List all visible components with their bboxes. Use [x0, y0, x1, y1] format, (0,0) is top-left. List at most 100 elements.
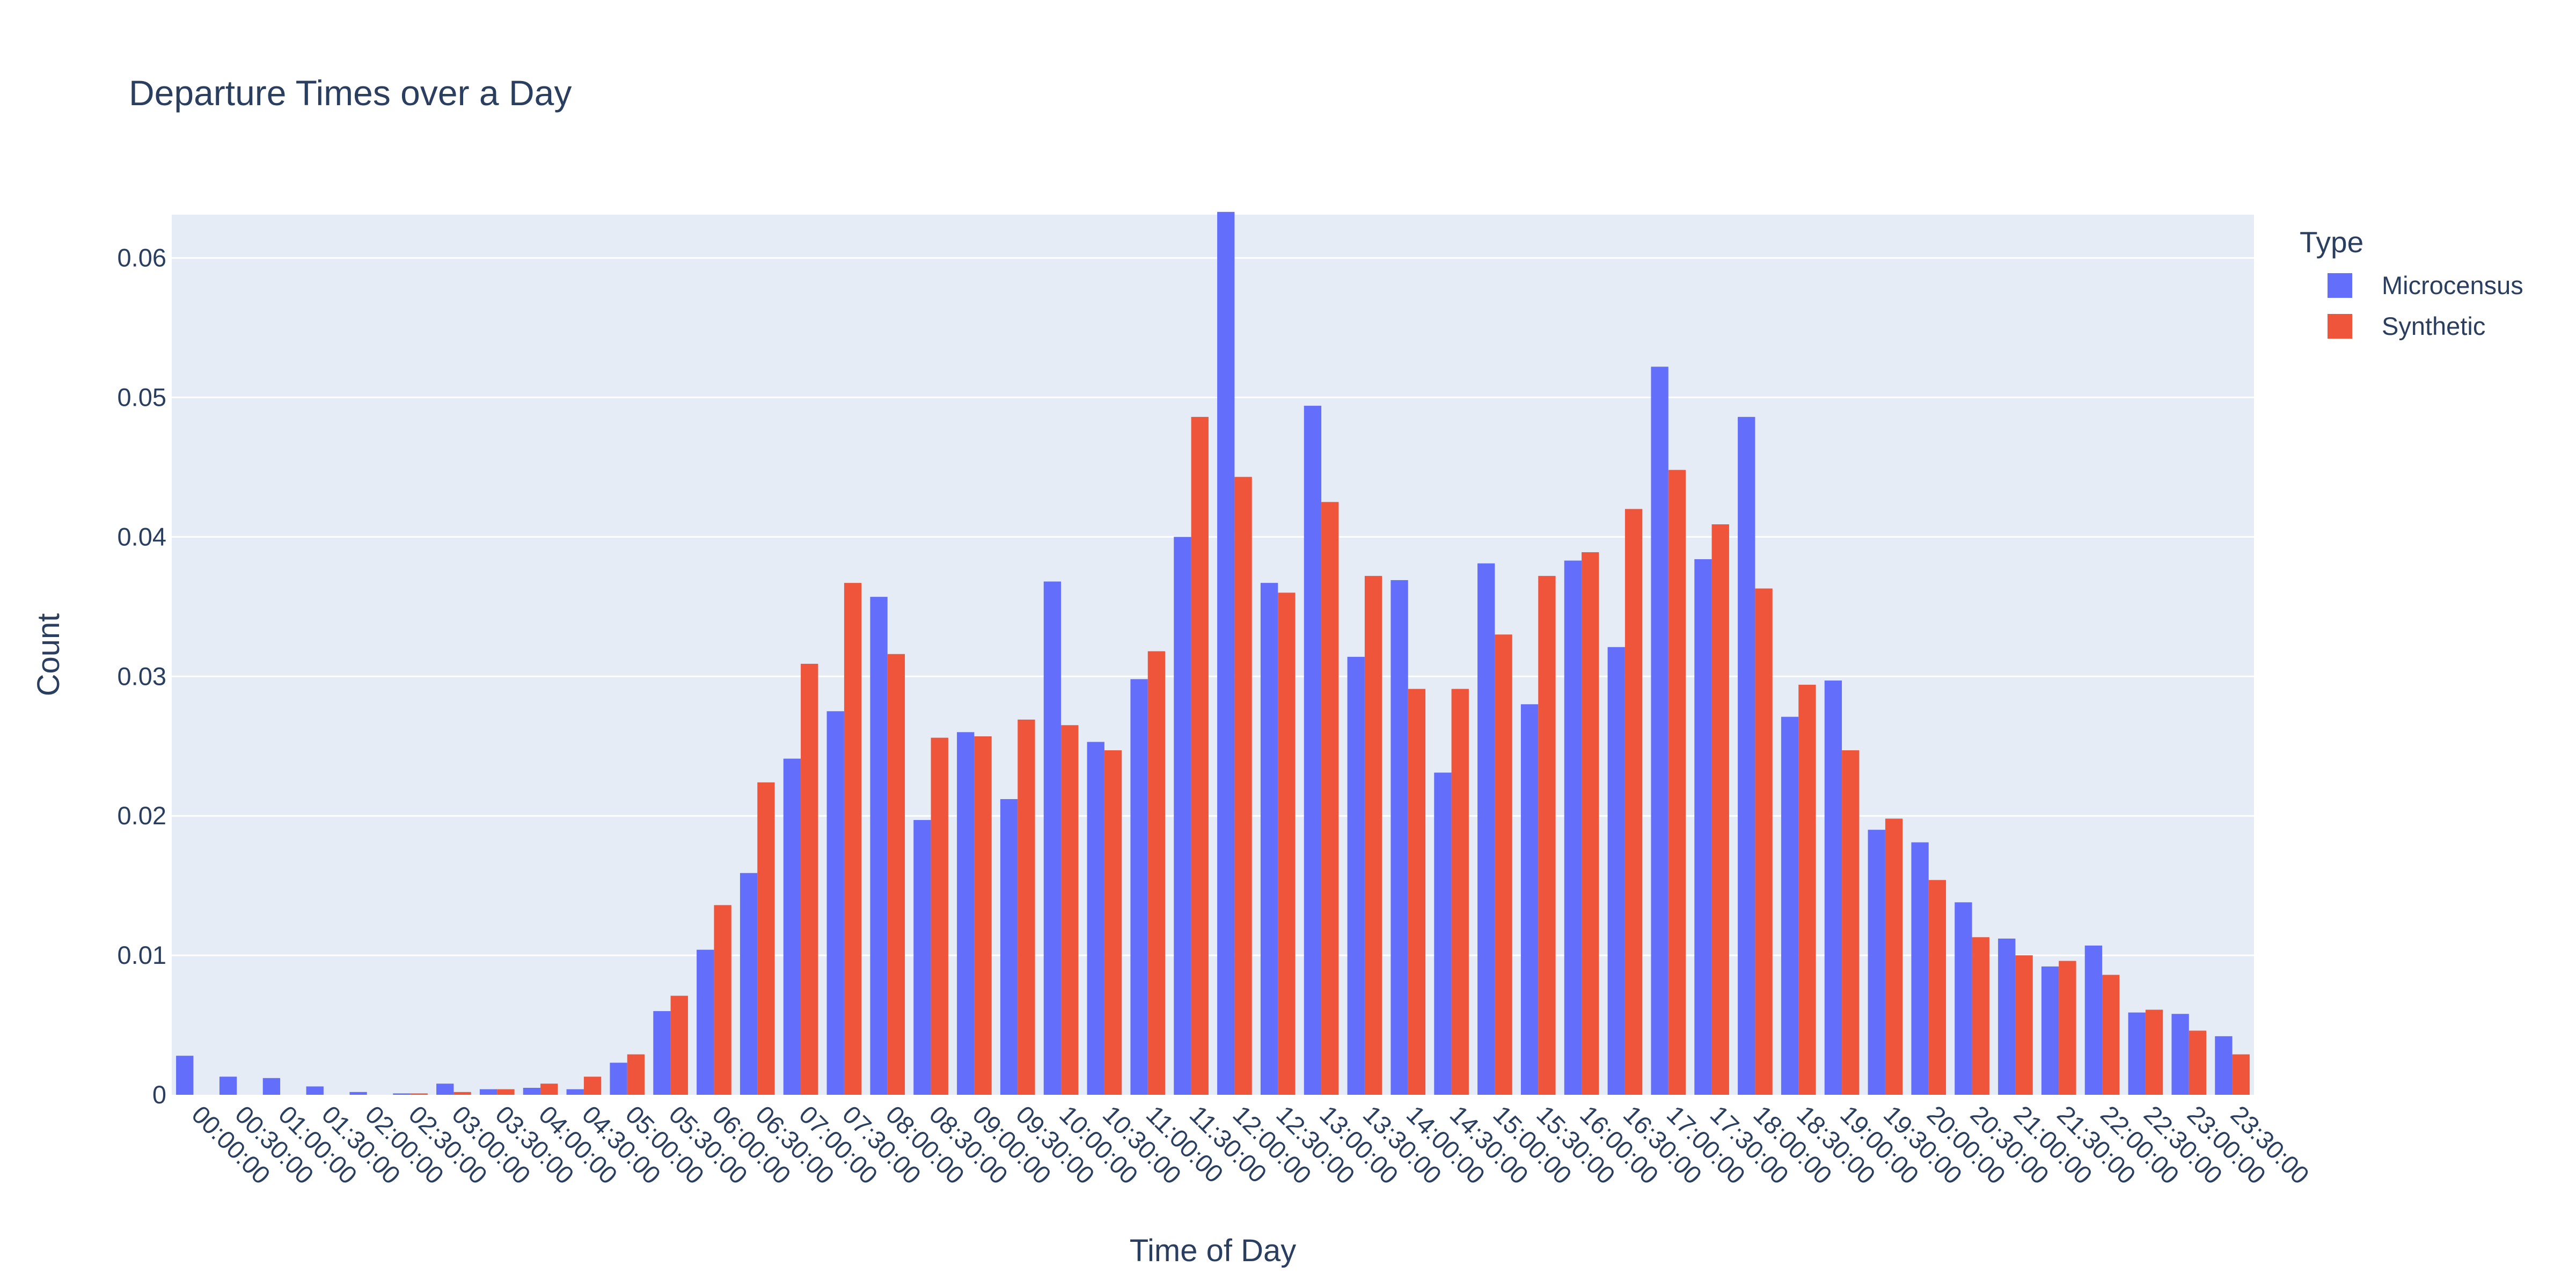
bar-microcensus-110000[interactable]	[1130, 679, 1148, 1095]
bar-synthetic-173000[interactable]	[1711, 524, 1729, 1095]
legend-item-synthetic[interactable]: Synthetic	[2328, 312, 2485, 340]
gridlines	[172, 257, 2254, 956]
bar-microcensus-223000[interactable]	[2128, 1012, 2146, 1095]
bar-synthetic-120000[interactable]	[1234, 477, 1252, 1095]
bar-microcensus-120000[interactable]	[1217, 211, 1235, 1095]
bar-synthetic-103000[interactable]	[1104, 750, 1122, 1095]
bar-synthetic-073000[interactable]	[844, 583, 862, 1095]
bar-microcensus-143000[interactable]	[1434, 772, 1452, 1095]
bar-microcensus-203000[interactable]	[1955, 902, 1972, 1095]
bar-synthetic-063000[interactable]	[757, 782, 775, 1095]
bar-microcensus-013000[interactable]	[306, 1086, 324, 1095]
bar-microcensus-060000[interactable]	[697, 949, 714, 1095]
bar-microcensus-163000[interactable]	[1607, 647, 1625, 1095]
bar-microcensus-023000[interactable]	[393, 1093, 411, 1095]
bar-microcensus-083000[interactable]	[913, 819, 931, 1095]
bar-microcensus-213000[interactable]	[2041, 966, 2059, 1095]
bar-microcensus-003000[interactable]	[219, 1077, 237, 1095]
bar-microcensus-173000[interactable]	[1694, 559, 1712, 1095]
bar-microcensus-190000[interactable]	[1824, 680, 1842, 1095]
y-tick-label: 0.06	[118, 244, 166, 272]
bar-microcensus-000000[interactable]	[176, 1056, 194, 1095]
bar-synthetic-083000[interactable]	[931, 737, 948, 1095]
bar-microcensus-160000[interactable]	[1564, 560, 1582, 1095]
bar-microcensus-033000[interactable]	[479, 1089, 497, 1095]
bar-synthetic-053000[interactable]	[670, 996, 688, 1095]
bar-synthetic-230000[interactable]	[2189, 1030, 2207, 1095]
bar-synthetic-190000[interactable]	[1842, 750, 1860, 1095]
legend-item-microcensus[interactable]: Microcensus	[2328, 271, 2523, 299]
bar-synthetic-100000[interactable]	[1061, 725, 1079, 1095]
bar-microcensus-093000[interactable]	[1000, 799, 1018, 1095]
bar-microcensus-103000[interactable]	[1087, 742, 1104, 1095]
bar-synthetic-220000[interactable]	[2102, 975, 2120, 1095]
bar-microcensus-130000[interactable]	[1304, 406, 1322, 1095]
bar-synthetic-160000[interactable]	[1582, 552, 1599, 1095]
bar-synthetic-200000[interactable]	[1928, 880, 1946, 1095]
bar-synthetic-193000[interactable]	[1885, 818, 1903, 1095]
bar-microcensus-100000[interactable]	[1043, 581, 1062, 1095]
legend: Type Microcensus Synthetic	[2300, 225, 2523, 340]
bar-microcensus-080000[interactable]	[870, 597, 888, 1095]
bar-synthetic-133000[interactable]	[1364, 576, 1382, 1095]
bar-microcensus-043000[interactable]	[566, 1089, 584, 1095]
bar-synthetic-070000[interactable]	[801, 663, 818, 1095]
bar-microcensus-063000[interactable]	[740, 873, 758, 1095]
bar-synthetic-180000[interactable]	[1755, 588, 1773, 1095]
bar-synthetic-223000[interactable]	[2145, 1009, 2163, 1095]
x-axis-ticks: 00:00:0000:30:0001:00:0001:30:0002:00:00…	[186, 1100, 2315, 1190]
bar-synthetic-043000[interactable]	[583, 1077, 602, 1095]
bar-microcensus-220000[interactable]	[2084, 945, 2103, 1095]
bar-synthetic-033000[interactable]	[497, 1089, 515, 1095]
bar-synthetic-113000[interactable]	[1191, 416, 1209, 1095]
bar-microcensus-233000[interactable]	[2215, 1036, 2233, 1095]
bar-microcensus-180000[interactable]	[1738, 416, 1755, 1095]
bar-microcensus-150000[interactable]	[1477, 563, 1495, 1095]
bar-microcensus-200000[interactable]	[1911, 842, 1929, 1095]
bar-synthetic-210000[interactable]	[2015, 955, 2033, 1095]
bar-microcensus-073000[interactable]	[826, 711, 844, 1095]
bar-microcensus-030000[interactable]	[436, 1084, 454, 1095]
bar-microcensus-123000[interactable]	[1260, 583, 1278, 1095]
bar-synthetic-110000[interactable]	[1147, 651, 1166, 1095]
bar-synthetic-050000[interactable]	[627, 1054, 645, 1095]
bar-microcensus-140000[interactable]	[1391, 580, 1408, 1095]
bar-synthetic-030000[interactable]	[453, 1092, 471, 1095]
bar-microcensus-193000[interactable]	[1868, 830, 1885, 1095]
bar-synthetic-203000[interactable]	[1972, 937, 1989, 1095]
bar-synthetic-163000[interactable]	[1624, 509, 1643, 1095]
bars-group	[176, 211, 2250, 1095]
bar-microcensus-020000[interactable]	[349, 1092, 367, 1095]
bar-microcensus-210000[interactable]	[1998, 938, 2016, 1095]
bar-microcensus-153000[interactable]	[1520, 704, 1539, 1095]
y-tick-label: 0.01	[118, 941, 166, 969]
bar-synthetic-080000[interactable]	[887, 654, 905, 1095]
bar-synthetic-123000[interactable]	[1278, 592, 1296, 1095]
bar-synthetic-153000[interactable]	[1538, 576, 1556, 1095]
bar-microcensus-010000[interactable]	[262, 1078, 281, 1095]
bar-synthetic-060000[interactable]	[714, 905, 731, 1095]
bar-synthetic-023000[interactable]	[410, 1093, 428, 1095]
bar-microcensus-183000[interactable]	[1781, 716, 1799, 1095]
bar-microcensus-113000[interactable]	[1174, 537, 1191, 1095]
bar-synthetic-150000[interactable]	[1495, 634, 1512, 1095]
bar-synthetic-130000[interactable]	[1321, 502, 1339, 1095]
bar-microcensus-170000[interactable]	[1651, 367, 1668, 1095]
bar-synthetic-090000[interactable]	[974, 736, 992, 1095]
bar-synthetic-183000[interactable]	[1798, 684, 1816, 1095]
bar-synthetic-140000[interactable]	[1408, 689, 1426, 1095]
y-tick-label: 0.03	[118, 662, 166, 690]
bar-microcensus-133000[interactable]	[1347, 656, 1365, 1095]
bar-microcensus-090000[interactable]	[957, 732, 975, 1095]
bar-synthetic-170000[interactable]	[1668, 470, 1686, 1095]
bar-microcensus-230000[interactable]	[2171, 1014, 2189, 1095]
bar-synthetic-213000[interactable]	[2059, 961, 2076, 1095]
bar-microcensus-070000[interactable]	[783, 758, 801, 1095]
bar-synthetic-040000[interactable]	[540, 1084, 558, 1095]
bar-microcensus-050000[interactable]	[610, 1063, 627, 1095]
bar-synthetic-093000[interactable]	[1018, 719, 1035, 1095]
bar-synthetic-233000[interactable]	[2232, 1054, 2250, 1095]
bar-microcensus-053000[interactable]	[653, 1011, 671, 1095]
bar-synthetic-143000[interactable]	[1451, 689, 1469, 1095]
bar-microcensus-040000[interactable]	[523, 1088, 541, 1095]
